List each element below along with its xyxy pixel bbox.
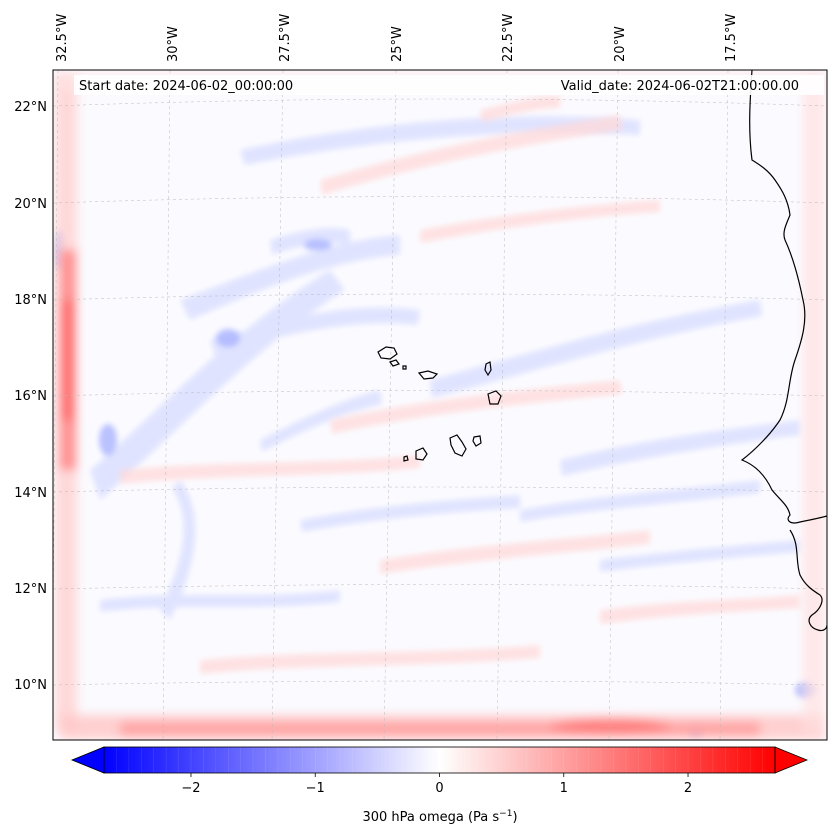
map-frame [52, 69, 828, 741]
island-sao-nicolau [417, 370, 439, 380]
island-brava [403, 455, 409, 462]
map-panel: Start date: 2024-06-02_00:00:00 Valid_da… [52, 69, 828, 741]
lon-label-20w: 20°W [613, 26, 628, 62]
lat-label-14n: 14°N [14, 486, 47, 501]
valid-date-label: Valid_date: 2024-06-02T21:00:00.00 [561, 79, 799, 94]
graticule [53, 70, 827, 740]
latitude-labels: 22°N 20°N 18°N 16°N 14°N 12°N 10°N [14, 100, 47, 693]
island-santo-antao [377, 346, 398, 360]
lat-label-16n: 16°N [14, 389, 47, 404]
colorbar-tick-label: 1 [560, 781, 568, 796]
island-santa-luzia [402, 365, 407, 370]
lat-label-22n: 22°N [14, 100, 47, 115]
lat-label-18n: 18°N [14, 293, 47, 308]
start-date-label: Start date: 2024-06-02_00:00:00 [79, 79, 293, 94]
colorbar-tick-label: −1 [306, 781, 325, 796]
longitude-labels: 32.5°W 30°W 27.5°W 25°W 22.5°W 20°W 17.5… [55, 14, 739, 62]
colorbar-steps [116, 747, 763, 773]
island-maio [472, 435, 482, 447]
cape-verde-islands [377, 346, 502, 462]
colorbar-title: 300 hPa omega (Pa s−1) [362, 809, 517, 825]
island-santiago [449, 434, 467, 457]
colorbar-min-extend [70, 746, 105, 774]
colorbar: −2 −1 0 1 2 300 hPa omega (Pa s−1) [70, 746, 809, 825]
island-sao-vicente [389, 359, 400, 367]
lat-label-20n: 20°N [14, 197, 47, 212]
lat-label-10n: 10°N [14, 678, 47, 693]
lon-label-25w: 25°W [390, 26, 405, 62]
lat-label-12n: 12°N [14, 582, 47, 597]
colorbar-tick-label: −2 [181, 781, 200, 796]
colorbar-max-extend [774, 746, 809, 774]
positive-omega-streaks [120, 95, 800, 674]
island-fogo [415, 447, 428, 461]
lon-label-17-5w: 17.5°W [724, 14, 739, 62]
colorbar-ticks: −2 −1 0 1 2 [181, 773, 692, 796]
lon-label-30w: 30°W [166, 26, 181, 62]
colorbar-gradient [104, 747, 775, 773]
lon-label-22-5w: 22.5°W [501, 14, 516, 62]
island-sal [484, 361, 492, 377]
lon-label-27-5w: 27.5°W [278, 14, 293, 62]
colorbar-tick-label: 2 [684, 781, 692, 796]
africa-coastline [740, 70, 827, 632]
header-strip [74, 75, 824, 95]
island-boa-vista [487, 390, 502, 405]
colorbar-tick-label: 0 [435, 781, 443, 796]
lon-label-32-5w: 32.5°W [55, 14, 70, 62]
